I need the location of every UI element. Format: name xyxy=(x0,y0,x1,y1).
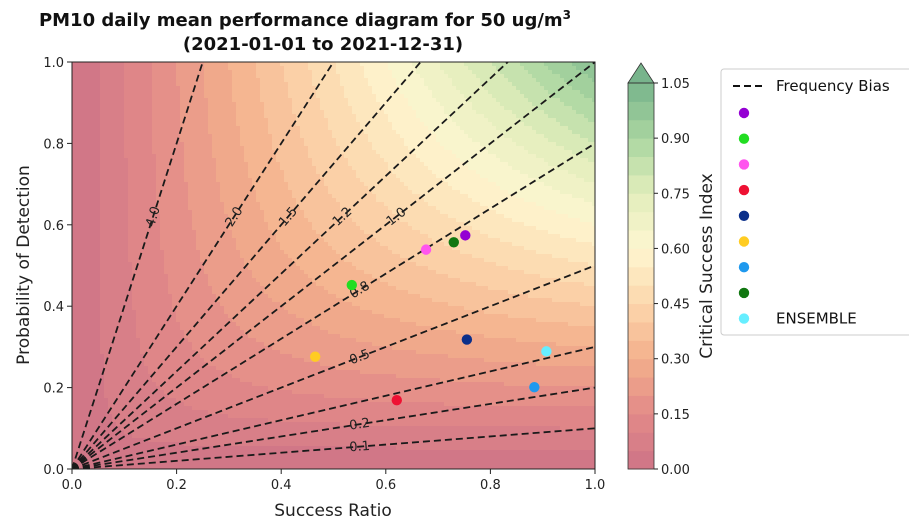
bias-line xyxy=(72,386,595,469)
colorbar-segment xyxy=(628,377,654,396)
scatter-point xyxy=(391,395,402,406)
x-tick-label: 0.0 xyxy=(62,478,83,493)
legend-marker xyxy=(738,210,750,221)
bias-line-label: 0.1 xyxy=(349,439,371,456)
colorbar-tick-label: 0.75 xyxy=(661,187,690,202)
colorbar-segment xyxy=(628,248,654,268)
colorbar-tick-label: 0.00 xyxy=(661,463,690,478)
y-axis-ticks: 0.0 0.2 0.4 0.6 0.8 1.0 xyxy=(43,56,72,478)
csi-contour-field xyxy=(72,62,595,469)
bias-line xyxy=(72,62,204,469)
legend-bias-line-label: Frequency Bias xyxy=(776,77,890,95)
legend-marker xyxy=(738,184,750,196)
y-tick-label: 1.0 xyxy=(43,56,64,71)
scatter-point xyxy=(461,334,473,345)
colorbar-frame xyxy=(627,82,655,470)
y-axis-label: Probability of Detection xyxy=(14,165,34,365)
scatter-point xyxy=(420,244,432,255)
bias-line xyxy=(72,62,422,469)
legend-marker xyxy=(738,287,750,299)
scatter-point xyxy=(309,351,321,362)
colorbar-segment xyxy=(628,266,654,286)
scatter-point xyxy=(541,346,552,357)
colorbar-label: Critical Success Index xyxy=(697,173,717,359)
chart-title: PM10 daily mean performance diagram for … xyxy=(39,8,571,31)
bias-line xyxy=(72,62,335,469)
x-tick-label: 1.0 xyxy=(585,478,606,493)
x-axis-ticks: 0.0 0.2 0.4 0.6 0.8 1.0 xyxy=(62,469,606,493)
x-tick-label: 0.4 xyxy=(271,478,292,493)
legend-marker xyxy=(738,313,750,324)
bias-line-label: 0.2 xyxy=(348,416,371,434)
colorbar-ticks: 0.00 0.15 0.30 0.45 0.60 0.75 0.90 1.05 xyxy=(654,77,690,478)
colorbar-segment xyxy=(628,413,654,433)
bias-line-label: 4.0 xyxy=(143,205,164,229)
legend-marker xyxy=(738,262,750,273)
legend-marker xyxy=(738,133,750,144)
legend-label: ENSEMBLE xyxy=(776,310,857,328)
legend-frame xyxy=(720,68,909,336)
scatter-point xyxy=(529,381,540,393)
bias-line xyxy=(72,264,595,469)
y-tick-label: 0.4 xyxy=(43,300,64,315)
chart-title-superscript: 3 xyxy=(563,8,571,22)
bias-line-label: 0.5 xyxy=(347,347,372,368)
scatter-point xyxy=(346,279,358,291)
colorbar-segment xyxy=(628,321,654,341)
plot-frame xyxy=(71,61,596,470)
colorbar-segment xyxy=(628,340,654,360)
y-tick-label: 0.6 xyxy=(43,219,64,234)
colorbar-tick-label: 0.30 xyxy=(661,353,690,368)
scatter-point xyxy=(460,230,471,241)
x-tick-label: 0.2 xyxy=(166,478,187,493)
colorbar-tick-label: 0.45 xyxy=(661,298,690,313)
bias-line xyxy=(72,62,595,469)
frequency-bias-lines xyxy=(72,62,595,469)
legend-items: ENSEMBLE xyxy=(738,107,857,328)
chart-subtitle: (2021-01-01 to 2021-12-31) xyxy=(183,34,463,55)
colorbar-extend-arrow xyxy=(627,62,655,84)
bias-line xyxy=(72,62,509,469)
x-tick-label: 0.8 xyxy=(480,478,501,493)
colorbar-segment xyxy=(628,303,654,323)
colorbar-segment xyxy=(628,285,654,305)
colorbar-segment xyxy=(628,395,654,415)
bias-line xyxy=(72,346,595,469)
colorbar-segment xyxy=(628,119,654,139)
colorbar-segment xyxy=(628,83,654,102)
colorbar-segment xyxy=(628,101,654,121)
y-tick-label: 0.8 xyxy=(43,137,64,152)
colorbar-segment xyxy=(628,358,654,378)
colorbar-segment xyxy=(628,450,654,470)
colorbar-segment xyxy=(628,432,654,452)
x-axis-label: Success Ratio xyxy=(274,501,391,521)
colorbar-tick-label: 0.90 xyxy=(661,132,690,147)
colorbar-segment xyxy=(628,230,654,249)
colorbar-segment xyxy=(628,138,654,158)
y-tick-label: 0.0 xyxy=(43,463,64,478)
bias-line xyxy=(72,142,595,469)
colorbar-tick-label: 0.15 xyxy=(661,408,690,423)
colorbar-tick-label: 0.60 xyxy=(661,242,690,257)
colorbar-segment xyxy=(628,193,654,213)
legend-marker xyxy=(738,159,750,170)
legend-marker xyxy=(738,107,750,119)
colorbar xyxy=(627,62,655,470)
scatter-points xyxy=(309,230,552,406)
y-tick-label: 0.2 xyxy=(43,382,64,397)
x-tick-label: 0.6 xyxy=(375,478,396,493)
legend-marker xyxy=(738,236,750,247)
colorbar-segment xyxy=(628,156,654,176)
colorbar-segment xyxy=(628,211,654,231)
colorbar-tick-label: 1.05 xyxy=(661,77,690,92)
scatter-point xyxy=(448,237,459,248)
colorbar-segment xyxy=(628,174,654,194)
legend: Frequency Bias ENSEMBLE xyxy=(720,68,909,336)
